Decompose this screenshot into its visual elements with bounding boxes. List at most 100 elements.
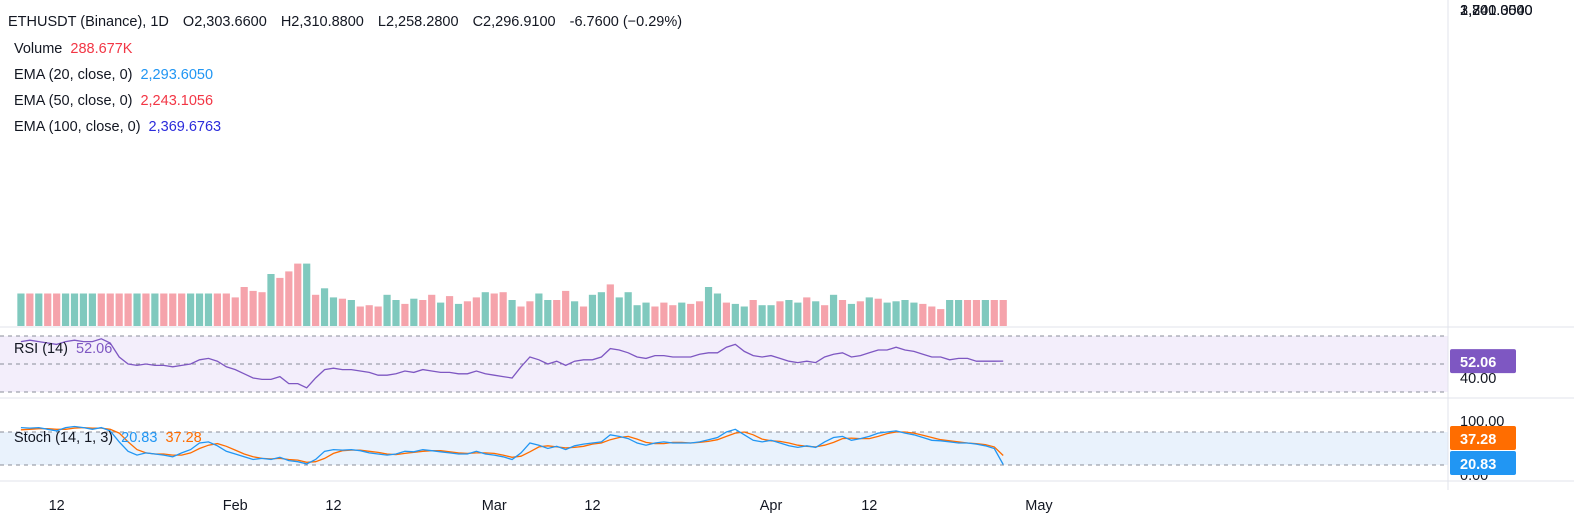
volume-value: 288.677K <box>70 41 133 57</box>
volume-bar <box>88 293 96 326</box>
volume-bar <box>392 300 400 326</box>
volume-bar <box>633 305 641 326</box>
volume-bar <box>606 284 614 326</box>
volume-bar <box>704 287 713 326</box>
volume-bar <box>276 277 284 326</box>
volume-bar <box>44 293 52 326</box>
volume-bar <box>178 293 186 326</box>
volume-bar <box>347 300 355 326</box>
stoch-k-value: 20.83 <box>121 430 158 446</box>
volume-bar <box>767 305 775 326</box>
stoch-legend[interactable]: Stoch (14, 1, 3) 20.83 37.28 <box>14 430 202 446</box>
time-label: 12 <box>325 498 341 514</box>
stoch-d-box <box>1450 426 1516 450</box>
volume-bar <box>615 297 623 326</box>
volume-bar <box>562 290 570 326</box>
stoch-label: Stoch (14, 1, 3) <box>14 430 114 446</box>
ema100-legend[interactable]: EMA (100, close, 0) 2,369.6763 <box>14 119 221 135</box>
open-value: O2,303.6600 <box>182 14 267 30</box>
volume-bar <box>579 306 588 326</box>
volume-bar <box>70 293 79 326</box>
volume-bar <box>454 303 463 326</box>
volume-bar <box>115 293 123 326</box>
volume-bar <box>374 306 382 326</box>
high-value: H2,310.8800 <box>280 14 364 30</box>
rsi-legend[interactable]: RSI (14) 52.06 <box>14 341 112 357</box>
ema50-value: 2,243.1056 <box>140 93 214 109</box>
stoch-d-box-label: 37.28 <box>1460 432 1496 448</box>
volume-bar <box>865 297 873 326</box>
stoch-pane <box>0 326 1574 482</box>
volume-bar <box>812 301 820 326</box>
volume-bar <box>794 302 802 326</box>
volume-bar <box>481 292 489 326</box>
volume-bar <box>838 300 847 326</box>
price-axis[interactable]: 3,200.00002,800.00001,741.35402,746.0834… <box>1447 0 1560 490</box>
ema20-value: 2,293.6050 <box>140 67 214 83</box>
time-axis[interactable]: 12 Feb 12 Mar 12 Apr 12 May <box>49 498 1054 514</box>
volume-bar <box>151 293 159 326</box>
volume-bar <box>338 298 347 326</box>
volume-bar <box>97 293 105 326</box>
volume-bar <box>365 305 373 326</box>
ema20-legend[interactable]: EMA (20, close, 0) 2,293.6050 <box>14 67 213 83</box>
volume-legend[interactable]: Volume 288.677K <box>14 41 132 57</box>
volume-bar <box>892 301 900 326</box>
volume-bar <box>124 293 132 326</box>
volume-bar <box>258 292 266 326</box>
volume-bar <box>963 300 972 326</box>
volume-bar <box>320 288 329 326</box>
symbol-title[interactable]: ETHUSDT (Binance), 1D <box>8 14 169 30</box>
rsi-line <box>20 338 1004 389</box>
volume-bar <box>285 271 293 326</box>
volume-bar <box>517 306 525 326</box>
volume-bar <box>588 294 597 326</box>
time-label: Feb <box>223 498 248 514</box>
volume-bar <box>463 301 472 326</box>
ema50-label: EMA (50, close, 0) <box>14 93 133 109</box>
volume-bar <box>428 294 436 326</box>
volume-bar <box>874 298 882 326</box>
volume-bar <box>731 303 739 326</box>
volume-bar <box>696 301 704 326</box>
price-tick: 3,200.0000 <box>1460 3 1533 19</box>
rsi-pane <box>0 335 1448 393</box>
volume-bar <box>61 293 70 326</box>
volume-bar <box>722 302 730 326</box>
volume-bar <box>535 293 543 326</box>
volume-bar <box>329 297 338 326</box>
volume-bar <box>803 297 811 326</box>
volume-bar <box>472 297 480 326</box>
volume-bar <box>901 300 909 326</box>
volume-bar <box>999 300 1007 326</box>
change-value: -6.7600 (−0.29%) <box>569 14 683 30</box>
stoch-k-line <box>20 425 1004 465</box>
time-label: Mar <box>482 498 507 514</box>
volume-bar <box>106 293 114 326</box>
rsi-value: 52.06 <box>76 341 113 357</box>
stoch-k-box <box>1450 451 1516 475</box>
volume-bar <box>445 296 454 326</box>
volume-bar <box>687 303 695 326</box>
volume-bar <box>624 292 632 326</box>
volume-bar <box>240 287 248 326</box>
volume-bar <box>142 293 150 326</box>
price-tick: 1,741.3540 <box>1460 3 1533 19</box>
volume-bar <box>204 293 213 326</box>
volume-bar <box>937 309 945 326</box>
time-label: Apr <box>760 498 783 514</box>
volume-bar <box>267 274 275 326</box>
ema50-legend[interactable]: EMA (50, close, 0) 2,243.1056 <box>14 93 213 109</box>
volume-bar <box>651 306 659 326</box>
volume-bar <box>499 292 507 326</box>
volume-bar <box>928 306 936 326</box>
volume-bar <box>508 300 516 326</box>
volume-bar <box>990 300 998 326</box>
volume-bar <box>972 300 981 326</box>
volume-bar <box>133 293 141 326</box>
time-label: 12 <box>49 498 65 514</box>
volume-bar <box>401 303 409 326</box>
volume-bar <box>597 292 605 326</box>
volume-bar <box>160 293 168 326</box>
